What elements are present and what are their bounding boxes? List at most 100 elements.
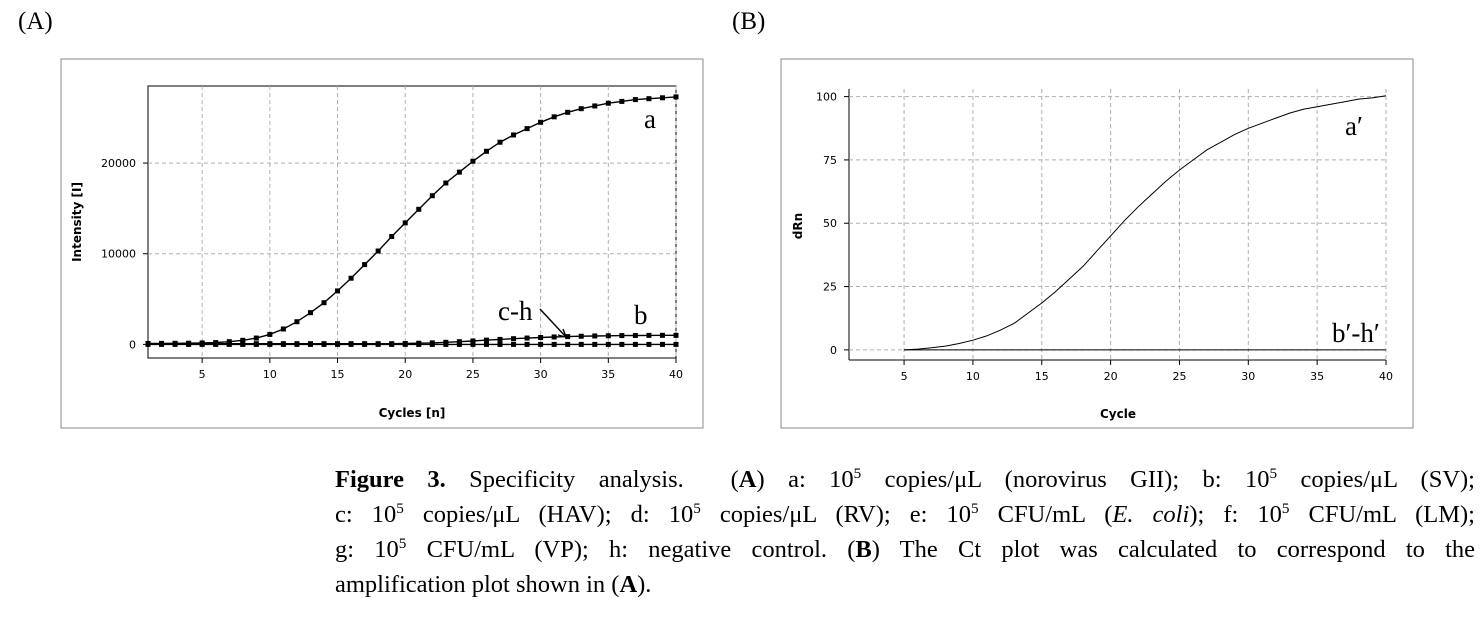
caption-d-rest: copies/μL (RV); e: 10 <box>700 501 971 528</box>
data-point-a <box>592 103 598 109</box>
caption-last: amplification plot shown in ( <box>335 571 620 598</box>
data-point-c-h <box>578 341 584 347</box>
data-point-c-h <box>267 341 273 347</box>
data-point-a <box>240 337 246 343</box>
data-point-c-h <box>294 341 300 347</box>
x-tick-label: 30 <box>1241 370 1255 383</box>
data-point-b <box>605 333 611 339</box>
series-line-a <box>147 96 677 345</box>
caption-exp: 5 <box>853 464 862 482</box>
x-tick-label: 15 <box>1035 370 1049 383</box>
caption-c-rest: copies/μL (HAV); d: 10 <box>403 501 694 528</box>
y-tick-label: 10000 <box>101 248 136 261</box>
data-point-c-h <box>226 341 232 347</box>
panel-b-ylabel: dRn <box>791 213 805 239</box>
x-tick-label: 35 <box>601 368 615 381</box>
x-tick-label: 20 <box>398 368 412 381</box>
caption-exp: 5 <box>970 499 979 517</box>
data-point-a <box>551 114 557 120</box>
data-point-c-h <box>443 341 449 347</box>
y-tick-label: 20000 <box>101 157 136 170</box>
y-tick-label: 25 <box>823 281 837 294</box>
data-point-a <box>456 169 462 175</box>
data-point-a <box>673 94 679 100</box>
caption-ref-B: B <box>855 536 872 563</box>
panel-a-ylabel: Intensity [I] <box>70 182 84 262</box>
x-tick-label: 10 <box>966 370 980 383</box>
x-tick-label: 15 <box>331 368 345 381</box>
curve-label-b: b <box>634 300 648 330</box>
y-tick-label: 0 <box>129 338 136 351</box>
data-point-c-h <box>456 341 462 347</box>
data-point-a <box>429 193 435 199</box>
data-point-c-h <box>307 341 313 347</box>
data-point-a <box>497 139 503 145</box>
curve-label-a: a <box>644 104 656 134</box>
data-point-a <box>619 98 625 104</box>
x-tick-label: 35 <box>1310 370 1324 383</box>
data-point-c-h <box>592 341 598 347</box>
y-tick-label: 100 <box>816 91 837 104</box>
caption-e-rest: CFU/mL ( <box>978 501 1113 528</box>
caption-e-close: ); f: 10 <box>1189 501 1282 528</box>
x-tick-label: 25 <box>466 368 480 381</box>
data-point-c-h <box>402 341 408 347</box>
c-h-arrow <box>539 308 567 338</box>
data-point-c-h <box>389 341 395 347</box>
data-point-c-h <box>362 341 368 347</box>
panel-a-ticks: 5 10 15 20 25 30 35 40 0 10000 20000 <box>101 157 683 381</box>
caption-figure-label: Figure 3. <box>335 466 446 493</box>
data-point-c-h <box>416 341 422 347</box>
caption-b-close: ) The Ct plot was calculated to correspo… <box>871 536 1476 563</box>
caption-line-4: amplification plot shown in (A). <box>335 567 1475 602</box>
c-h-arrowhead <box>557 328 567 338</box>
data-point-c-h <box>280 341 286 347</box>
data-point-a <box>348 275 354 281</box>
caption-g-rest: CFU/mL (VP); h: negative control. ( <box>406 536 856 563</box>
data-point-a <box>307 310 313 316</box>
data-point-b <box>538 335 544 341</box>
caption-line-2: c: 105 copies/μL (HAV); d: 105 copies/μL… <box>335 497 1475 532</box>
data-point-a <box>524 126 530 132</box>
data-point-c-h <box>375 341 381 347</box>
data-point-c-h <box>673 341 679 347</box>
curve-label-c-h: c-h <box>498 296 533 326</box>
x-tick-label: 20 <box>1104 370 1118 383</box>
data-point-b <box>673 332 679 338</box>
data-point-c-h <box>172 341 178 347</box>
data-point-a <box>321 300 327 306</box>
data-point-b <box>619 333 625 339</box>
data-point-a <box>294 319 300 325</box>
caption-exp: 5 <box>1269 464 1278 482</box>
x-tick-label: 10 <box>263 368 277 381</box>
curve-label-a-prime: a′ <box>1345 111 1363 141</box>
data-point-c-h <box>538 341 544 347</box>
data-point-c-h <box>619 341 625 347</box>
x-tick-label: 25 <box>1172 370 1186 383</box>
data-point-b <box>592 333 598 339</box>
data-point-b <box>524 335 530 341</box>
data-point-c-h <box>240 341 246 347</box>
caption-ref-A: A <box>738 466 757 493</box>
data-point-a <box>659 95 665 101</box>
data-point-c-h <box>565 341 571 347</box>
data-point-b <box>659 332 665 338</box>
data-point-c-h <box>497 341 503 347</box>
data-point-b <box>646 332 652 338</box>
data-point-a <box>362 262 368 268</box>
y-tick-label: 0 <box>830 344 837 357</box>
data-point-a <box>511 132 517 138</box>
caption-title: Specificity analysis. <box>445 466 684 493</box>
data-point-c-h <box>145 341 151 347</box>
caption-last-close: ). <box>637 571 652 598</box>
panel-b-series <box>904 95 1387 351</box>
caption-a-rest: copies/μL (norovirus GII); b: 10 <box>861 466 1270 493</box>
data-point-b <box>565 334 571 340</box>
y-tick-label: 75 <box>823 154 837 167</box>
data-point-a <box>402 220 408 226</box>
x-tick-label: 40 <box>669 368 683 381</box>
y-tick-label: 50 <box>823 217 837 230</box>
data-point-c-h <box>199 341 205 347</box>
data-point-a <box>335 288 341 294</box>
data-point-a <box>565 109 571 115</box>
